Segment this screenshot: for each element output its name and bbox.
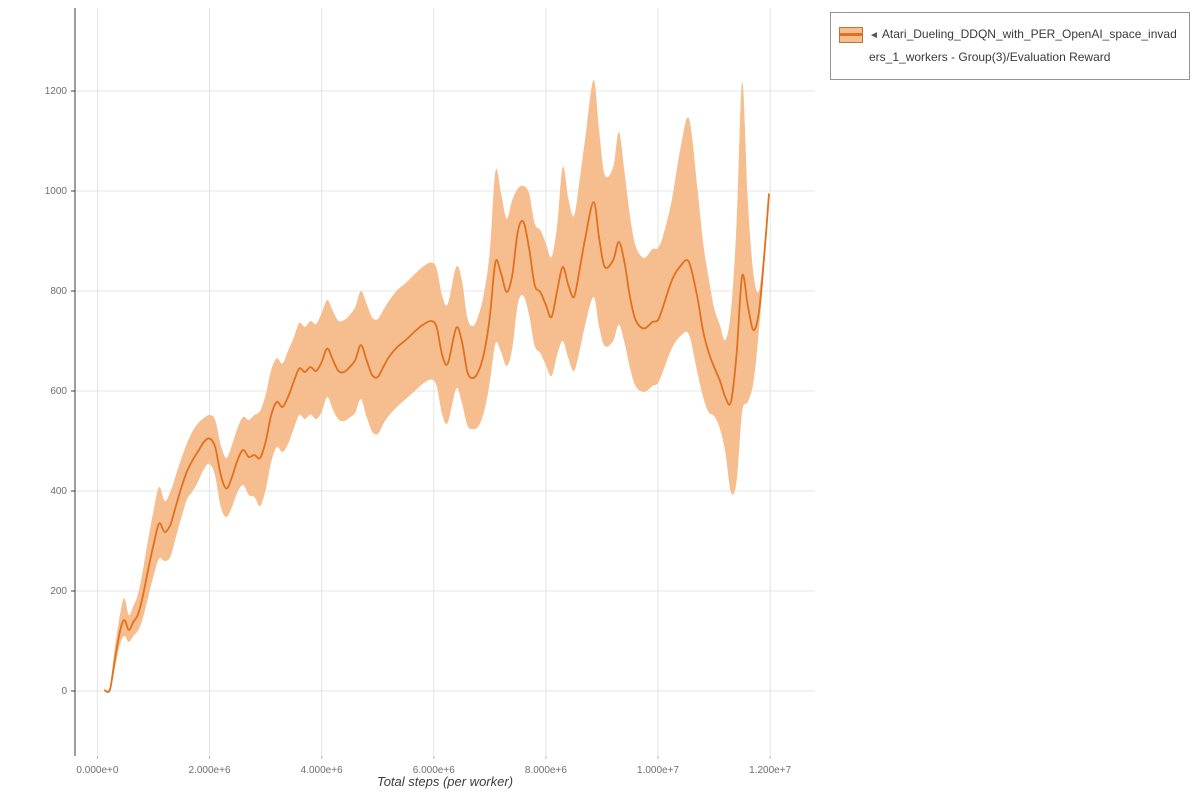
legend-swatch-icon [839,27,863,43]
axis-layer [71,8,771,759]
x-tick-label: 4.000e+6 [301,765,343,776]
x-axis-label: Total steps (per worker) [376,774,514,789]
y-tick-label: 800 [50,286,67,297]
y-tick-label: 200 [50,586,67,597]
y-tick-label: 1200 [45,86,68,97]
plot-area[interactable] [75,8,815,756]
band-path [104,79,769,693]
legend-collapse-icon[interactable]: ◄ [869,30,879,41]
y-tick-label: 600 [50,386,67,397]
reward-line [103,193,770,693]
tick-labels: 0 200 400 600 800 1000 1200 0.000e+0 2.000e+6 4.0… [45,86,792,776]
x-tick-label: 8.000e+6 [525,765,567,776]
y-tick-label: 400 [50,486,67,497]
y-tick-label: 1000 [45,186,68,197]
x-tick-label: 1.200e+7 [749,765,791,776]
x-tick-label: 2.000e+6 [189,765,231,776]
y-tick-label: 0 [61,686,67,697]
x-tick-label: 0.000e+0 [76,765,118,776]
confidence-band [104,79,769,693]
x-tick-label: 6.000e+6 [413,765,455,776]
legend-swatch-line-icon [840,33,862,36]
legend-label: ◄ Atari_Dueling_DDQN_with_PER_OpenAI_spac… [869,23,1181,69]
legend-series-name: Atari_Dueling_DDQN_with_PER_OpenAI_space… [869,27,1177,64]
mean-line-path [103,193,770,693]
legend[interactable]: ◄ Atari_Dueling_DDQN_with_PER_OpenAI_spac… [830,12,1190,80]
x-tick-label: 1.000e+7 [637,765,679,776]
